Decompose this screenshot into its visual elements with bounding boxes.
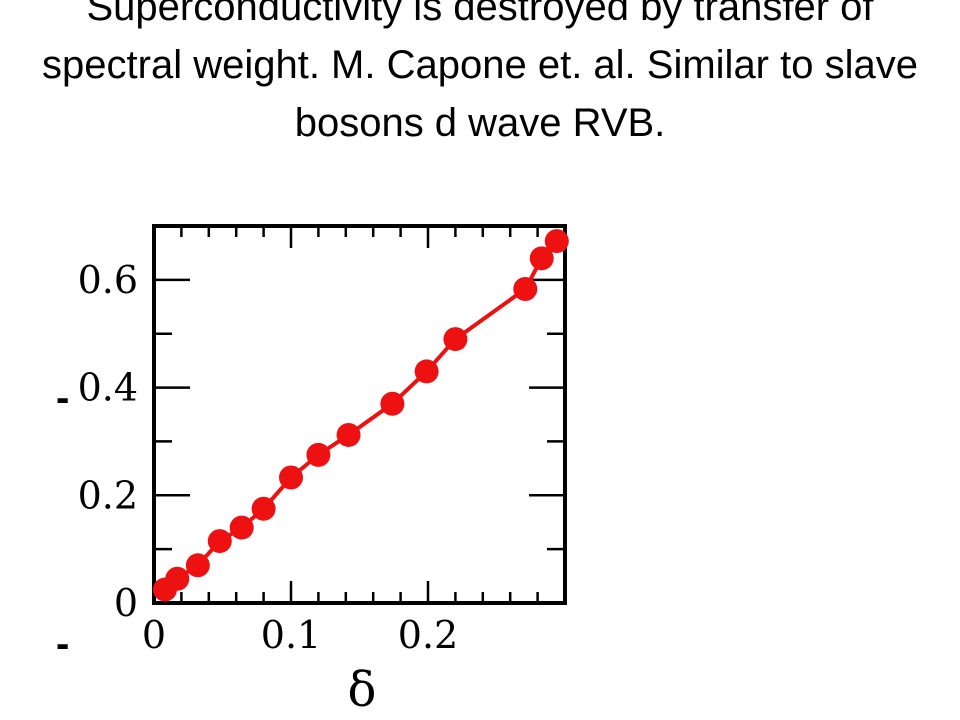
x-tick-label: 0.2 — [398, 613, 458, 657]
data-point — [251, 496, 276, 521]
data-point — [414, 359, 439, 384]
x-tick-label: 0.1 — [261, 613, 321, 657]
y-tick-label: 0.2 — [78, 473, 138, 517]
data-point — [279, 465, 303, 490]
stray-dash-lower: - — [56, 622, 70, 666]
stray-dash-upper: - — [56, 376, 70, 420]
data-point — [207, 529, 232, 554]
data-point — [185, 553, 210, 578]
data-point — [229, 515, 254, 540]
y-tick-label: 0.6 — [78, 258, 138, 302]
data-point — [336, 422, 361, 447]
y-tick-label: 0 — [114, 581, 138, 625]
y-tick-label: 0.4 — [78, 366, 138, 410]
x-tick-label: 0 — [142, 613, 166, 657]
x-axis-label: δ — [348, 662, 377, 718]
data-point — [165, 566, 190, 591]
data-point — [380, 391, 405, 416]
plot-frame — [152, 224, 567, 605]
data-point — [443, 327, 468, 352]
data-point — [306, 442, 331, 467]
data-point — [544, 229, 569, 254]
data-point — [513, 277, 538, 302]
slide-title: Superconductivity is destroyed by transf… — [42, 0, 918, 145]
data-point — [529, 246, 554, 271]
